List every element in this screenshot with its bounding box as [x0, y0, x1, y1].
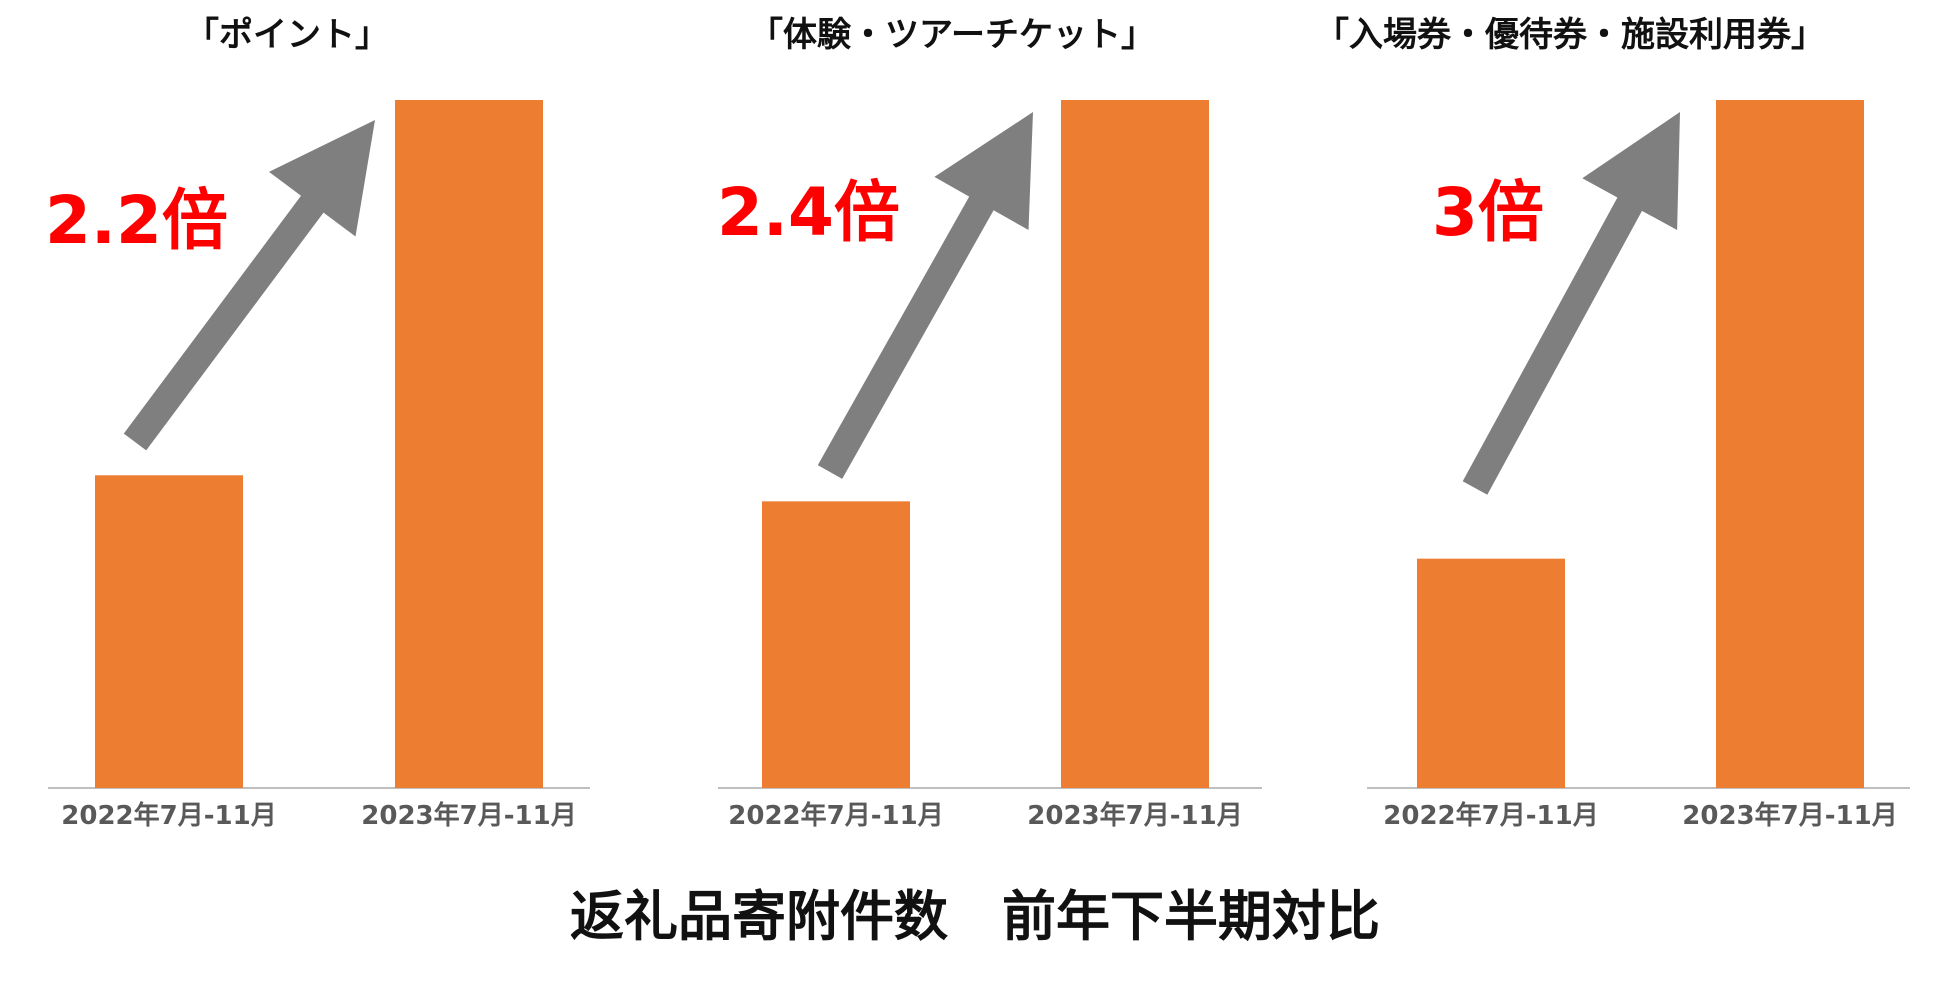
x-tick-label: 2022年7月-11月 [1383, 800, 1598, 831]
bar [1417, 558, 1565, 788]
up-arrow-icon [1462, 112, 1680, 495]
up-arrow-icon [123, 120, 375, 451]
chart-title: 「ポイント」 [185, 15, 389, 55]
multiplier-label: 3倍 [1432, 174, 1544, 251]
bar [395, 100, 543, 788]
bar [1061, 100, 1209, 788]
multiplier-label: 2.2倍 [45, 182, 228, 259]
bar [762, 501, 910, 788]
multiplier-label: 2.4倍 [717, 174, 900, 251]
bar [1716, 100, 1864, 788]
bar [95, 475, 243, 788]
up-arrow-icon [817, 112, 1033, 479]
x-tick-label: 2022年7月-11月 [728, 800, 943, 831]
footer-title: 返礼品寄附件数 前年下半期対比 [570, 885, 1380, 948]
x-tick-label: 2023年7月-11月 [361, 800, 576, 831]
x-tick-label: 2023年7月-11月 [1682, 800, 1897, 831]
chart-title: 「体験・ツアーチケット」 [749, 15, 1155, 55]
x-tick-label: 2023年7月-11月 [1027, 800, 1242, 831]
x-tick-label: 2022年7月-11月 [61, 800, 276, 831]
chart-title: 「入場券・優待券・施設利用券」 [1315, 15, 1825, 55]
